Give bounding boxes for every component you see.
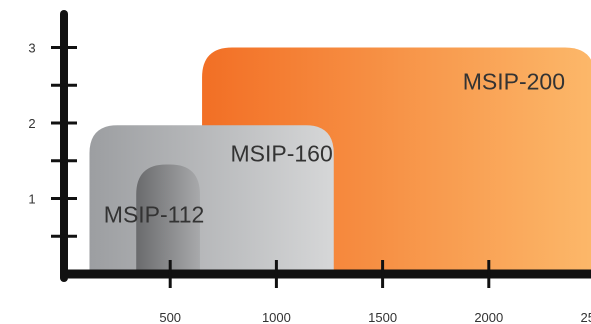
y-tick-label: 3 bbox=[28, 41, 35, 56]
series-areas bbox=[89, 47, 591, 274]
y-tick-label: 2 bbox=[28, 116, 35, 131]
x-tick-label: 1500 bbox=[368, 310, 397, 324]
y-tick-label: 1 bbox=[28, 192, 35, 207]
msip-112-area bbox=[136, 164, 200, 274]
msip-112-label: MSIP-112 bbox=[104, 202, 205, 228]
msip-160-label: MSIP-160 bbox=[230, 140, 332, 166]
x-tick-label: 2500 bbox=[581, 310, 591, 324]
chart-axes bbox=[51, 10, 591, 288]
x-tick-label: 500 bbox=[159, 310, 181, 324]
x-tick-label: 2000 bbox=[474, 310, 503, 324]
msip-200-label: MSIP-200 bbox=[463, 69, 565, 95]
chart-labels: MSIP-200 MSIP-160 MSIP-112 1 2 3 500 1000 1500 20… bbox=[28, 41, 591, 324]
x-tick-label: 1000 bbox=[262, 310, 291, 324]
